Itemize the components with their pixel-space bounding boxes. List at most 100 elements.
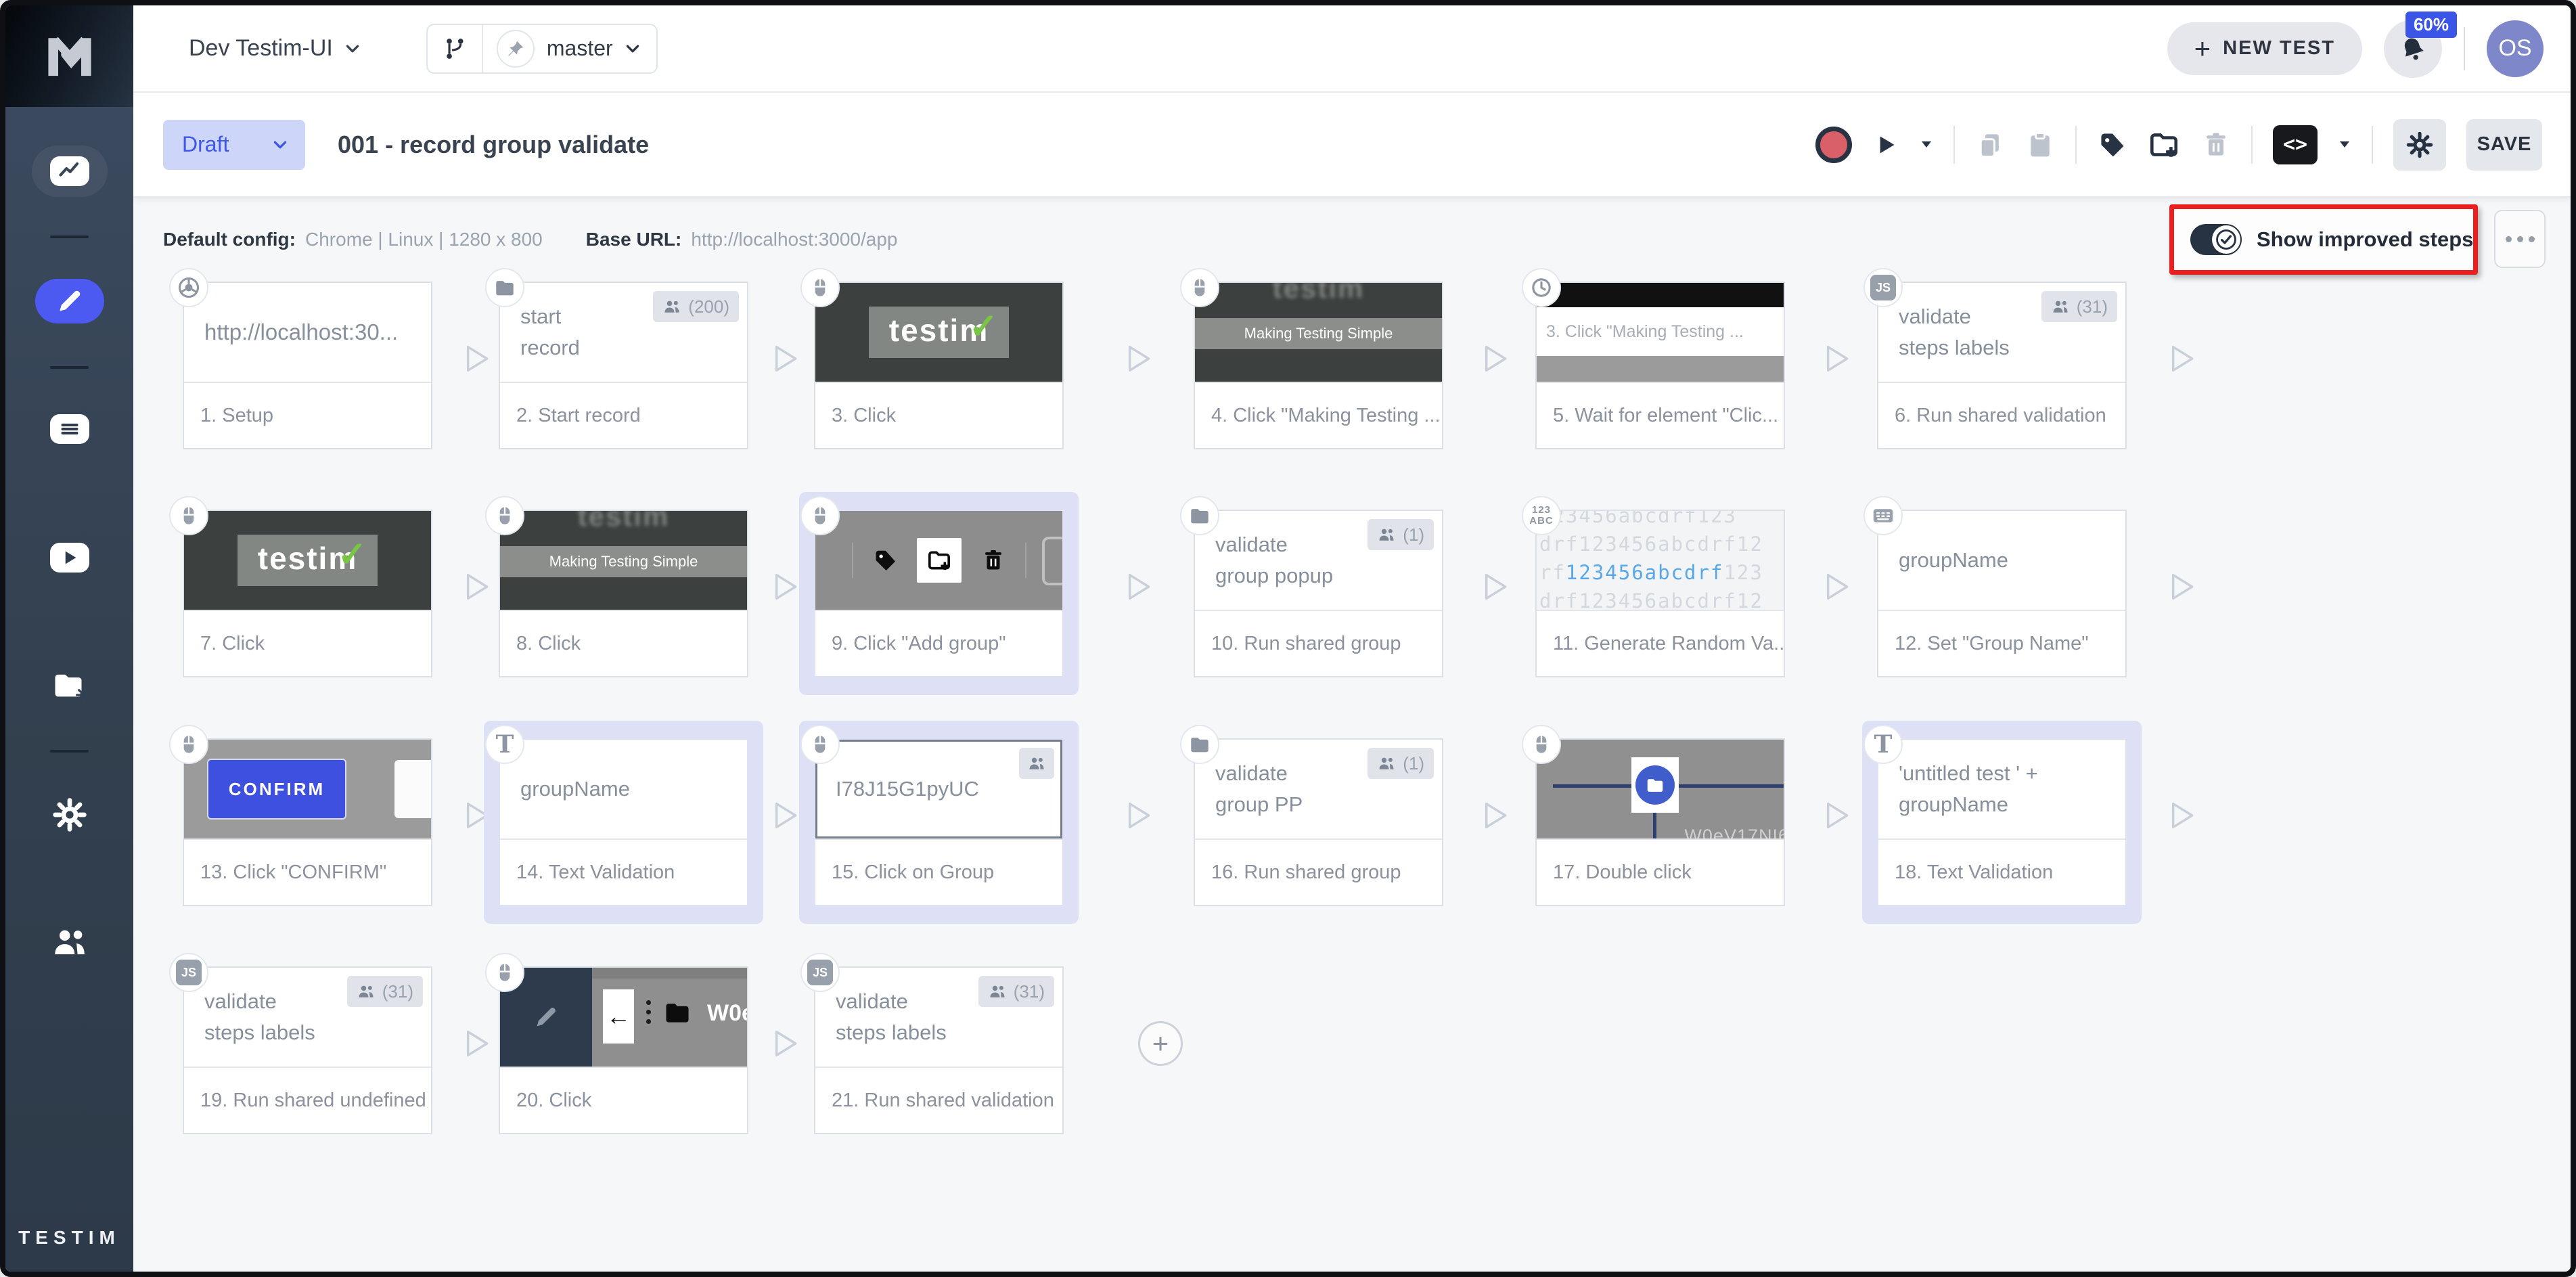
- show-improved-steps-toggle[interactable]: [2190, 224, 2242, 255]
- step-card-1[interactable]: http://localhost:30... 1. Setup: [169, 268, 432, 449]
- step-body: I78J15G1pyUC: [815, 740, 1062, 838]
- plus-icon: +: [1152, 1027, 1169, 1059]
- add-step-button[interactable]: +: [1138, 1021, 1183, 1066]
- sidebar-divider: [50, 750, 89, 753]
- mouse-icon: [800, 725, 840, 764]
- avatar[interactable]: OS: [2487, 20, 2544, 77]
- avatar-initials: OS: [2498, 35, 2532, 61]
- new-test-button[interactable]: + NEW TEST: [2167, 22, 2362, 75]
- step-card-5[interactable]: 3. Click "Making Testing ... 5. Wait for…: [1522, 268, 1785, 449]
- base-url-value[interactable]: http://localhost:3000/app: [691, 229, 898, 250]
- sidebar-item-shared-steps[interactable]: [5, 666, 133, 704]
- js-icon: JS: [169, 953, 208, 992]
- step-footer: 21. Run shared validation: [815, 1067, 1062, 1133]
- folder-icon: [485, 268, 524, 307]
- trash-icon[interactable]: [2201, 130, 2231, 160]
- folder-badge-icon: [1635, 765, 1675, 805]
- run-options-caret[interactable]: [1922, 141, 1931, 148]
- step-card-18[interactable]: T 'untitled test ' + groupName 18. Text …: [1862, 721, 2142, 924]
- step-card-17[interactable]: W0eV17NI6 17. Double click: [1522, 725, 1785, 906]
- step-card-14[interactable]: T groupName 14. Text Validation: [484, 721, 763, 924]
- step-card-15[interactable]: I78J15G1pyUC 15. Click on Group: [799, 721, 1079, 924]
- step-card-20[interactable]: ← W0e 20. Click: [485, 953, 748, 1134]
- sidebar-brand-label: TESTIM: [18, 1227, 120, 1248]
- code-options-caret[interactable]: [2340, 141, 2349, 148]
- chevron-down-icon: [271, 136, 289, 154]
- default-config-value[interactable]: Chrome | Linux | 1280 x 800: [305, 229, 543, 250]
- step-footer: 18. Text Validation: [1878, 838, 2125, 905]
- step-connector-arrow: [1482, 569, 1509, 604]
- step-card-12[interactable]: groupName 12. Set "Group Name": [1863, 496, 2127, 677]
- step-card-19[interactable]: JS validate steps labels (31) 19. Run sh…: [169, 953, 432, 1134]
- step-connector-arrow: [1125, 341, 1152, 376]
- duplicate-icon[interactable]: [1975, 130, 2005, 160]
- step-connector-arrow: [464, 341, 491, 376]
- sidebar-item-team[interactable]: [5, 923, 133, 961]
- add-group-icon[interactable]: [2147, 128, 2181, 162]
- step-connector-arrow: [772, 341, 799, 376]
- step-card-2[interactable]: start record (200) 2. Start record: [485, 268, 748, 449]
- text-validation-icon: T: [1863, 725, 1903, 764]
- notification-badge: 60%: [2405, 11, 2457, 38]
- test-title: 001 - record group validate: [338, 130, 650, 158]
- branch-selector[interactable]: master: [426, 23, 658, 74]
- step-footer: 5. Wait for element "Clic...: [1537, 382, 1784, 448]
- save-button[interactable]: SAVE: [2466, 118, 2542, 171]
- top-header: Dev Testim-UI master + NEW TEST 60% OS: [133, 5, 2571, 93]
- step-connector-arrow: [464, 569, 491, 604]
- keyboard-icon: [1863, 496, 1903, 535]
- gear-icon: [2405, 131, 2434, 159]
- add-group-highlight: [916, 538, 962, 583]
- step-footer: 12. Set "Group Name": [1878, 610, 2125, 676]
- step-footer: 15. Click on Group: [815, 838, 1062, 905]
- step-card-10[interactable]: validate group popup (1) 10. Run shared …: [1180, 496, 1443, 677]
- bell-icon: [2398, 34, 2428, 64]
- step-thumbnail: testim Making Testing Simple: [500, 511, 747, 610]
- step-card-3[interactable]: testim ✓ 3. Click: [800, 268, 1064, 449]
- js-icon: JS: [800, 953, 840, 992]
- project-selector[interactable]: Dev Testim-UI: [189, 35, 361, 62]
- sidebar-item-runs[interactable]: [5, 543, 133, 573]
- code-mode-button[interactable]: <>: [2273, 125, 2318, 164]
- record-button[interactable]: [1815, 126, 1852, 163]
- step-card-21[interactable]: JS validate steps labels (31) 21. Run sh…: [800, 953, 1064, 1134]
- default-config-label: Default config:: [163, 229, 296, 250]
- sidebar-item-insights[interactable]: [5, 144, 133, 198]
- step-footer: 2. Start record: [500, 382, 747, 448]
- mouse-icon: [485, 496, 524, 535]
- testim-logo[interactable]: [5, 5, 133, 107]
- test-settings-button[interactable]: [2393, 118, 2446, 171]
- sidebar-item-settings[interactable]: [5, 796, 133, 834]
- step-thumbnail: testim Making Testing Simple: [1195, 283, 1442, 382]
- paste-icon[interactable]: [2025, 130, 2055, 160]
- sidebar-item-editor[interactable]: [5, 279, 133, 323]
- step-card-9[interactable]: 9. Click "Add group": [799, 492, 1079, 695]
- back-arrow-glyph: ←: [603, 989, 634, 1044]
- step-card-11[interactable]: 123 ABC 123456abcdrf123 drf123456abcdrf12…: [1522, 496, 1785, 677]
- step-body: groupName: [500, 740, 747, 838]
- shared-count-badge: (1): [1368, 519, 1434, 550]
- step-card-6[interactable]: JS validate steps labels (31) 6. Run sha…: [1863, 268, 2127, 449]
- more-options-button[interactable]: [2494, 210, 2546, 268]
- testim-m-icon: [43, 33, 96, 79]
- show-improved-steps-label: Show improved steps: [2257, 227, 2474, 251]
- step-connector-arrow: [1824, 569, 1851, 604]
- insights-halo: [31, 145, 108, 197]
- step-card-7[interactable]: testim ✓ 7. Click: [169, 496, 432, 677]
- step-card-4[interactable]: testim Making Testing Simple 4. Click "M…: [1180, 268, 1443, 449]
- run-test-button[interactable]: [1872, 131, 1899, 158]
- status-dropdown[interactable]: Draft: [163, 119, 305, 170]
- mouse-icon: [800, 496, 840, 535]
- new-test-label: NEW TEST: [2223, 37, 2335, 59]
- chevron-down-icon: [344, 40, 361, 58]
- label-icon[interactable]: [2097, 130, 2127, 160]
- step-thumbnail: [815, 511, 1062, 610]
- step-connector-arrow: [1125, 798, 1152, 833]
- toolbar-divider: [2251, 125, 2253, 164]
- step-card-16[interactable]: validate group PP (1) 16. Run shared gro…: [1180, 725, 1443, 906]
- sidebar-item-test-list[interactable]: [5, 414, 133, 444]
- header-divider: [2464, 26, 2465, 70]
- step-card-8[interactable]: testim Making Testing Simple 8. Click: [485, 496, 748, 677]
- step-card-13[interactable]: CONFIRM 13. Click "CONFIRM": [169, 725, 432, 906]
